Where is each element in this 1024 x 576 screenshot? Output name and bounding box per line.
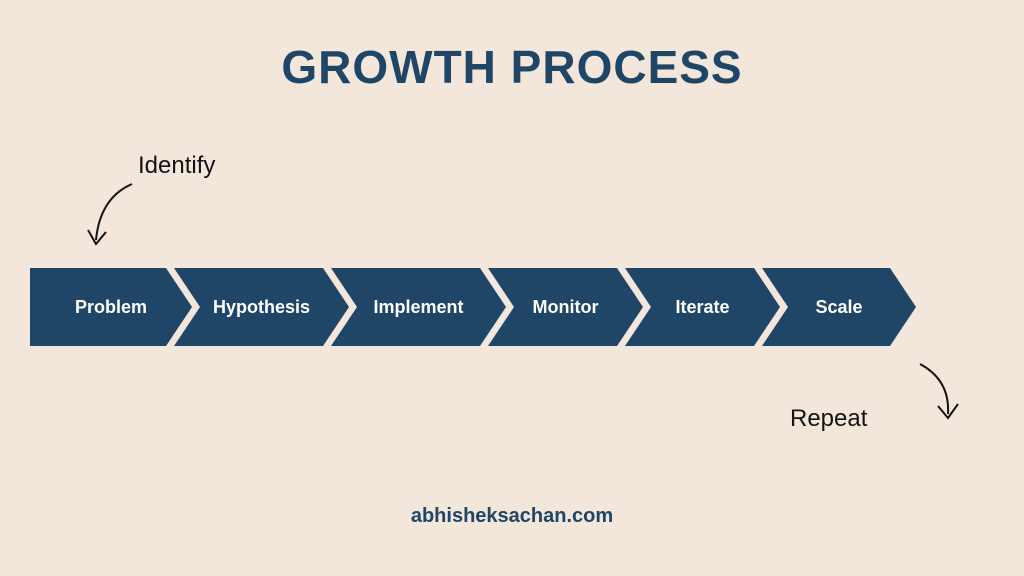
process-flow: Problem Hypothesis Implement Monitor Iterate… (30, 268, 998, 346)
annotation-repeat: Repeat (790, 405, 867, 433)
curved-arrow-icon (80, 180, 150, 255)
process-step-label: Monitor (525, 297, 607, 318)
footer-attribution: abhisheksachan.com (411, 505, 613, 528)
process-step: Hypothesis (174, 268, 349, 346)
process-step: Implement (331, 268, 506, 346)
process-step-label: Iterate (667, 297, 737, 318)
diagram-canvas: GROWTH PROCESS Identify Problem Hypothesi… (0, 0, 1024, 576)
process-step-label: Hypothesis (205, 297, 318, 318)
curved-arrow-icon (880, 358, 960, 428)
process-step: Monitor (488, 268, 643, 346)
process-step: Scale (762, 268, 916, 346)
annotation-identify: Identify (138, 152, 215, 180)
process-step: Iterate (625, 268, 780, 346)
process-step-label: Implement (365, 297, 471, 318)
process-step-label: Scale (807, 297, 870, 318)
process-step: Problem (30, 268, 192, 346)
process-step-label: Problem (67, 297, 155, 318)
page-title: GROWTH PROCESS (281, 40, 742, 94)
